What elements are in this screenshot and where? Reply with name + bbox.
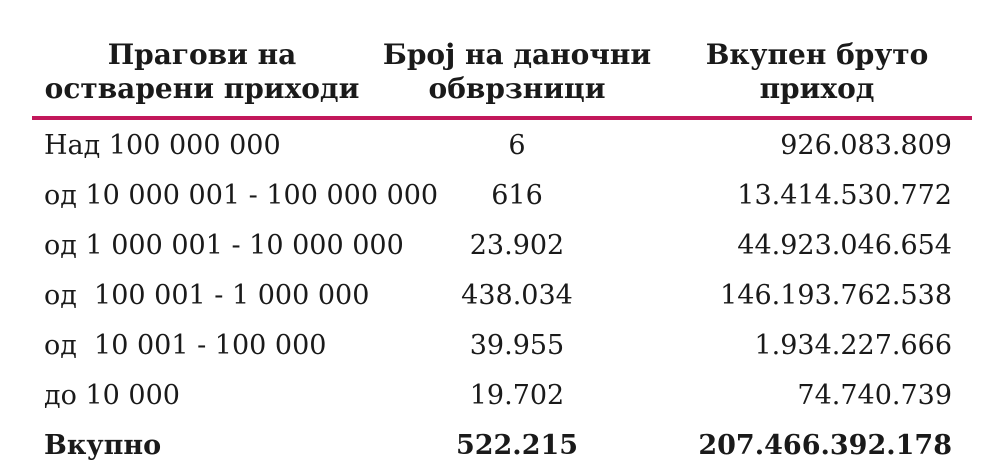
income-threshold-table: Прагови на остварени приходи Број на дан…: [32, 30, 972, 470]
header-gross-income: Вкупен бруто приход: [662, 38, 972, 114]
gross-income-cell: 1.934.227.666: [754, 329, 952, 361]
total-label: Вкупно: [44, 429, 162, 461]
taxpayers-cell: 438.034: [461, 279, 573, 311]
total-gross-income: 207.466.392.178: [698, 429, 952, 461]
total-row: Вкупно 522.215 207.466.392.178: [32, 420, 972, 470]
threshold-cell: од 10 000 001 - 100 000 000: [44, 179, 439, 211]
gross-income-cell: 146.193.762.538: [720, 279, 952, 311]
gross-income-cell: 13.414.530.772: [737, 179, 952, 211]
gross-income-cell: 74.740.739: [797, 379, 952, 411]
header-gross-income-line-2: приход: [759, 72, 875, 105]
taxpayers-cell: 19.702: [469, 379, 565, 411]
threshold-cell: Над 100 000 000: [44, 129, 281, 161]
threshold-cell: од 100 001 - 1 000 000: [44, 279, 370, 311]
gross-income-cell: 926.083.809: [780, 129, 952, 161]
header-taxpayers: Број на даночни обврзници: [372, 38, 662, 114]
table-row: до 10 000 19.702 74.740.739: [32, 370, 972, 420]
table-row: од 10 001 - 100 000 39.955 1.934.227.666: [32, 320, 972, 370]
header-divider: [32, 116, 972, 120]
table-row: од 10 000 001 - 100 000 000 616 13.414.5…: [32, 170, 972, 220]
header-gross-income-line-1: Вкупен бруто: [705, 38, 929, 71]
header-thresholds-line-2: остварени приходи: [44, 72, 360, 105]
threshold-cell: од 10 001 - 100 000: [44, 329, 327, 361]
table-row: од 100 001 - 1 000 000 438.034 146.193.7…: [32, 270, 972, 320]
taxpayers-cell: 39.955: [469, 329, 565, 361]
total-taxpayers: 522.215: [455, 429, 579, 461]
header-taxpayers-line-2: обврзници: [428, 72, 606, 105]
taxpayers-cell: 616: [491, 179, 543, 211]
gross-income-cell: 44.923.046.654: [737, 229, 952, 261]
table-row: Над 100 000 000 6 926.083.809: [32, 120, 972, 170]
taxpayers-cell: 6: [508, 129, 526, 161]
header-thresholds-line-1: Прагови на: [107, 38, 297, 71]
threshold-cell: до 10 000: [44, 379, 180, 411]
header-taxpayers-line-1: Број на даночни: [382, 38, 652, 71]
table-row: од 1 000 001 - 10 000 000 23.902 44.923.…: [32, 220, 972, 270]
threshold-cell: од 1 000 001 - 10 000 000: [44, 229, 404, 261]
header-thresholds: Прагови на остварени приходи: [32, 38, 372, 114]
table-header: Прагови на остварени приходи Број на дан…: [32, 30, 972, 114]
taxpayers-cell: 23.902: [469, 229, 565, 261]
